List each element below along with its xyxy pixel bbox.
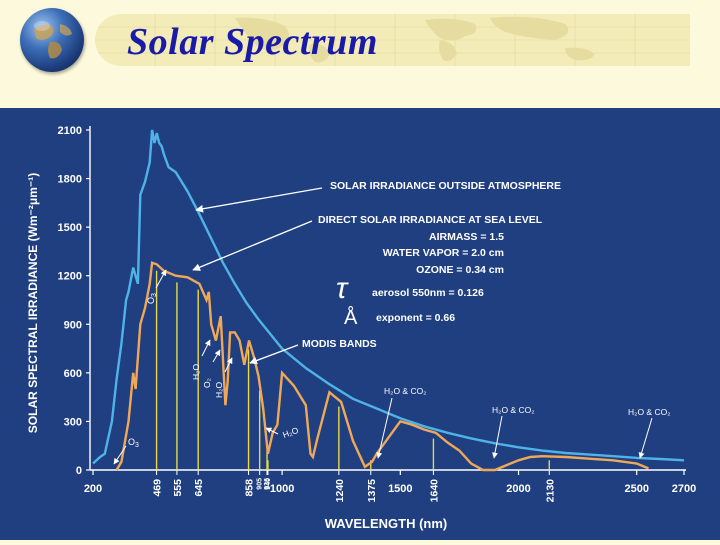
label-h2o-co2-1: H₂O & CO₂ xyxy=(384,386,427,396)
y-tick-label: 600 xyxy=(64,368,82,380)
solar-spectrum-chart: 0 300 600 900 1200 1500 1800 2100 200 1000 1500 20… xyxy=(26,125,696,531)
arrow-sea-level xyxy=(192,220,313,271)
arrow-o3-near-peak xyxy=(155,269,167,289)
series-outside-atmosphere-line xyxy=(92,129,685,465)
band-tick-label: 1640 xyxy=(428,479,440,503)
band-tick-label: 469 xyxy=(152,479,164,497)
x-axis-label: WAVELENGTH (nm) xyxy=(325,516,448,531)
band-tick-label: 1375 xyxy=(366,479,378,503)
arrow-o3-uv xyxy=(113,445,127,465)
annotation-ozone: OZONE = 0.34 cm xyxy=(416,264,504,276)
arrow-modis-bands xyxy=(249,344,299,365)
arrow-o2 xyxy=(212,349,221,363)
x-tick-label: 1000 xyxy=(270,483,294,495)
annotation-modis-bands: MODIS BANDS xyxy=(302,338,377,350)
band-tick-label: 940 xyxy=(265,478,272,490)
y-axis-label: SOLAR SPECTRAL IRRADIANCE (Wm⁻²μm⁻¹) xyxy=(26,173,40,433)
arrow-h2o-co2-3 xyxy=(638,417,653,459)
label-o3-near-peak: O3 xyxy=(146,293,158,304)
x-tick-label: 2000 xyxy=(506,483,530,495)
label-h2o-2: H₂O xyxy=(214,382,224,398)
band-tick-label: 2130 xyxy=(544,479,556,503)
annotation-sea-level: DIRECT SOLAR IRRADIANCE AT SEA LEVEL xyxy=(318,214,543,226)
arrow-h2o-2 xyxy=(224,357,233,373)
tau-symbol: τ xyxy=(336,272,349,305)
annotation-exponent: exponent = 0.66 xyxy=(376,312,455,324)
annotation-airmass: AIRMASS = 1.5 xyxy=(429,231,504,243)
band-tick-label: 936 xyxy=(264,478,271,490)
x-tick-label: 1500 xyxy=(388,483,412,495)
band-tick-label: 905 xyxy=(257,478,264,490)
y-tick-label: 300 xyxy=(64,416,82,428)
label-h2o-co2-3: H₂O & CO₂ xyxy=(628,407,671,417)
arrow-h2o-co2-1 xyxy=(376,397,393,459)
band-tick-label: 1240 xyxy=(334,479,346,503)
x-tick-label: 2700 xyxy=(672,483,696,495)
arrow-h2o-co2-2 xyxy=(492,415,503,459)
arrow-h2o-3 xyxy=(265,427,279,435)
label-o2: O₂ xyxy=(202,378,212,388)
angstrom-symbol: Å xyxy=(344,306,358,329)
world-map-graphic xyxy=(95,14,690,66)
chart-area: 0 300 600 900 1200 1500 1800 2100 200 1000 1500 20… xyxy=(0,108,720,540)
slide-title: Solar Spectrum xyxy=(127,21,378,63)
annotation-outside-atmosphere: SOLAR IRRADIANCE OUTSIDE ATMOSPHERE xyxy=(330,180,561,192)
world-map-banner xyxy=(95,14,690,66)
label-h2o-3: H₂O xyxy=(281,425,300,440)
globe-continents xyxy=(34,21,72,59)
label-h2o-1: H₂O xyxy=(191,364,201,380)
y-tick-label: 1200 xyxy=(58,271,82,283)
series-sea-level-line xyxy=(115,261,649,472)
annotation-aerosol: aerosol 550nm = 0.126 xyxy=(372,287,484,299)
slide-header: Solar Spectrum xyxy=(0,0,720,108)
x-tick-label: 200 xyxy=(84,483,102,495)
band-tick-label: 645 xyxy=(193,479,205,497)
y-tick-label: 1500 xyxy=(58,222,82,234)
y-tick-label: 1800 xyxy=(58,174,82,186)
band-tick-label: 858 xyxy=(244,479,256,497)
band-tick-label: 555 xyxy=(172,479,184,497)
x-tick-label: 2500 xyxy=(624,483,648,495)
label-h2o-co2-2: H₂O & CO₂ xyxy=(492,405,535,415)
y-tick-label: 0 xyxy=(76,465,82,477)
annotation-water-vapor: WATER VAPOR = 2.0 cm xyxy=(383,247,504,259)
y-tick-label: 2100 xyxy=(58,125,82,137)
arrow-h2o-1 xyxy=(201,339,211,357)
arrow-outside-atmosphere xyxy=(195,187,323,213)
label-o3-uv: O3 xyxy=(128,437,139,449)
y-tick-label: 900 xyxy=(64,319,82,331)
globe-icon xyxy=(20,8,84,72)
